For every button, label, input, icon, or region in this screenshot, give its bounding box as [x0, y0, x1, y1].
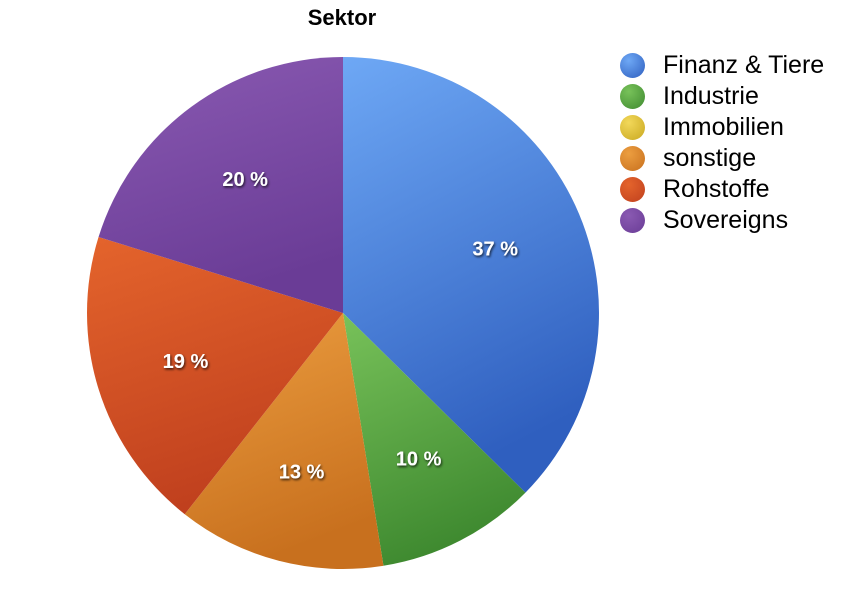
legend-item-immobilien: Immobilien [620, 112, 824, 143]
legend-swatch-industrie [620, 84, 645, 109]
legend-swatch-sovereigns [620, 208, 645, 233]
slice-label-rohstoffe: 19 % [163, 351, 209, 373]
pie-slice-sonstige [184, 313, 384, 569]
legend-label-finanz-tiere: Finanz & Tiere [663, 51, 825, 79]
legend-label-sonstige: sonstige [663, 144, 757, 172]
legend-swatch-immobilien [620, 115, 645, 140]
legend-item-industrie: Industrie [620, 81, 824, 112]
legend-item-finanz-tiere: Finanz & Tiere [620, 50, 824, 81]
legend-label-rohstoffe: Rohstoffe [663, 175, 770, 203]
slice-label-sovereigns: 20 % [222, 169, 268, 191]
slice-label-sonstige: 13 % [279, 462, 325, 484]
pie-slice-sovereigns [98, 57, 343, 313]
legend-item-sonstige: sonstige [620, 143, 824, 174]
legend-swatch-finanz-tiere [620, 53, 645, 78]
legend-item-rohstoffe: Rohstoffe [620, 174, 824, 205]
chart-title: Sektor [307, 5, 377, 30]
legend-swatch-rohstoffe [620, 177, 645, 202]
slice-label-industrie: 10 % [396, 449, 442, 471]
pie-slice-industrie [343, 313, 526, 566]
legend-label-sovereigns: Sovereigns [663, 206, 789, 234]
legend: Finanz & Tiere Industrie Immobilien sonstig… [620, 50, 824, 236]
legend-label-immobilien: Immobilien [663, 113, 784, 141]
pie-slice-rohstoffe [86, 236, 343, 515]
legend-label-industrie: Industrie [663, 82, 759, 110]
legend-item-sovereigns: Sovereigns [620, 205, 824, 236]
pie-slice-finanz-tiere [343, 57, 599, 493]
legend-swatch-sonstige [620, 146, 645, 171]
slice-label-finanz-tiere: 37 % [472, 238, 518, 260]
